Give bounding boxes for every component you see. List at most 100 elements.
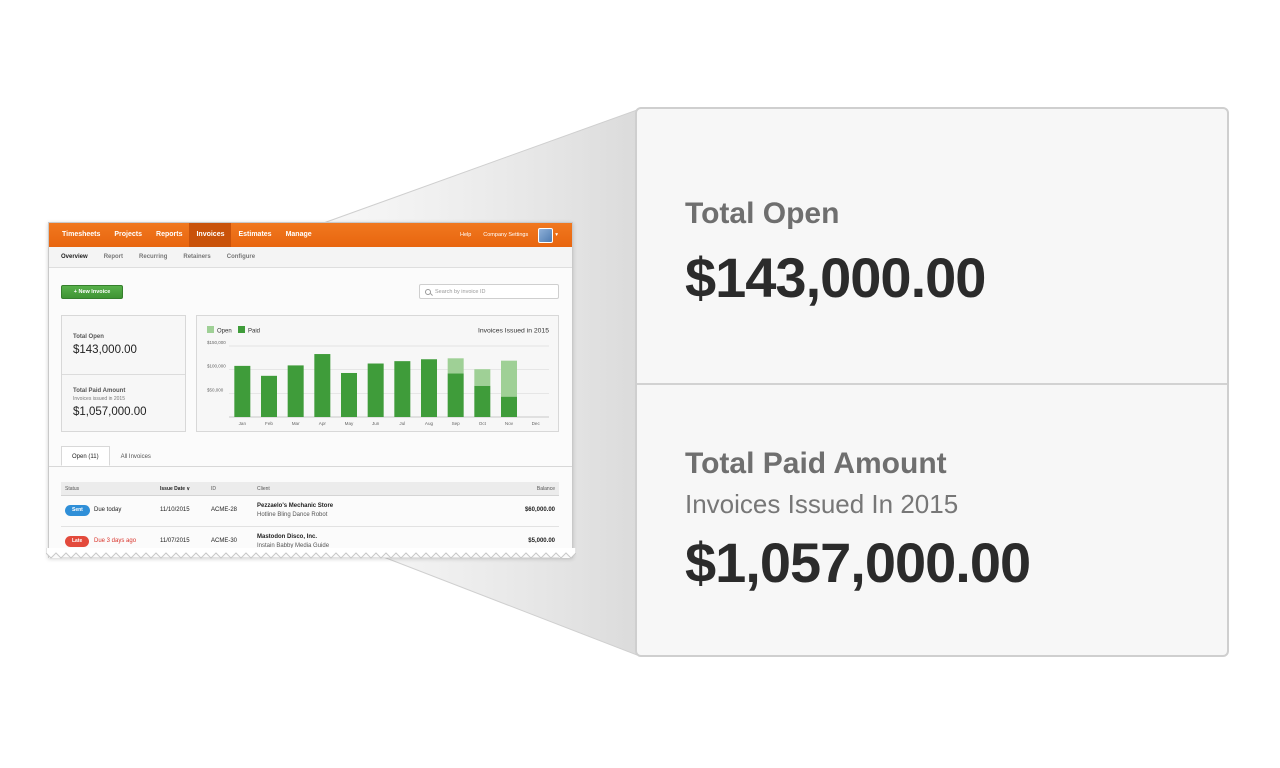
balance: $5,000.00 xyxy=(528,538,555,544)
tabs-divider xyxy=(49,466,572,467)
search-icon xyxy=(425,288,431,295)
torn-edge xyxy=(46,548,576,559)
top-nav-right: Help Company Settings ▾ xyxy=(448,223,558,247)
x-tick-label: Jan xyxy=(239,421,247,426)
bar-paid-feb xyxy=(261,375,277,417)
invoice-id: ACME-30 xyxy=(211,538,238,544)
y-tick-label: $150,000 xyxy=(207,340,226,345)
avatar[interactable] xyxy=(538,227,554,243)
subnav-overview[interactable]: Overview xyxy=(61,254,88,260)
col-issue-date[interactable]: Issue Date ∨ xyxy=(160,486,191,492)
x-tick-label: Apr xyxy=(319,421,327,426)
bar-paid-oct xyxy=(474,385,491,417)
subnav-retainers[interactable]: Retainers xyxy=(183,254,211,260)
invoices-bar-chart: Open Paid Invoices Issued in 2015 $50,000 $1… xyxy=(207,326,549,426)
bar-open-nov xyxy=(501,360,517,397)
total-open-label: Total Open xyxy=(73,334,104,340)
invoice-search-box[interactable] xyxy=(419,284,559,299)
balance: $60,000.00 xyxy=(524,507,555,513)
col-id[interactable]: ID xyxy=(211,486,216,492)
zoom-total-open-value: $143,000.00 xyxy=(685,246,986,309)
x-tick-label: May xyxy=(345,421,354,426)
legend-label-paid: Paid xyxy=(248,329,260,335)
search-input[interactable] xyxy=(435,288,555,295)
bar-paid-sep xyxy=(447,373,464,417)
invoice-tabs: Open (11) All Invoices xyxy=(61,446,162,466)
total-open-value: $143,000.00 xyxy=(73,344,137,356)
app-window-thumbnail: Timesheets Projects Reports Invoices Est… xyxy=(48,222,573,558)
status-badge: Sent xyxy=(65,505,90,516)
col-balance[interactable]: Balance xyxy=(536,486,555,492)
bar-open-sep xyxy=(447,358,464,374)
bar-paid-apr xyxy=(314,354,331,417)
col-status[interactable]: Status xyxy=(65,486,80,492)
issue-date: 11/10/2015 xyxy=(160,507,190,513)
due-text: Due 3 days ago xyxy=(94,538,137,544)
x-tick-label: Aug xyxy=(425,421,434,426)
totals-card: Total Open $143,000.00 Total Paid Amount… xyxy=(61,315,186,432)
x-tick-label: Sep xyxy=(452,421,461,426)
x-tick-label: Jun xyxy=(372,421,380,426)
total-paid-sub: Invoices issued in 2015 xyxy=(73,396,125,402)
subnav-recurring[interactable]: Recurring xyxy=(139,254,168,260)
x-tick-label: Nov xyxy=(505,421,514,426)
nav-manage[interactable]: Manage xyxy=(285,231,312,238)
nav-estimates[interactable]: Estimates xyxy=(238,231,272,238)
bar-paid-jul xyxy=(394,361,411,417)
zoom-total-paid-value: $1,057,000.00 xyxy=(685,531,1031,594)
top-navigation: Timesheets Projects Reports Invoices Est… xyxy=(49,223,572,247)
legend-swatch-open xyxy=(207,326,214,333)
y-tick-label: $100,000 xyxy=(207,364,226,369)
project-name: Instain Babby Media Guide xyxy=(257,543,330,549)
nav-projects[interactable]: Projects xyxy=(114,231,143,238)
legend-swatch-paid xyxy=(238,326,245,333)
status-badge: Late xyxy=(65,536,90,547)
x-tick-label: Mar xyxy=(292,421,300,426)
legend-label-open: Open xyxy=(217,329,232,335)
x-tick-label: Feb xyxy=(265,421,273,426)
subnav-configure[interactable]: Configure xyxy=(226,254,256,260)
sub-navigation: Overview Report Recurring Retainers Conf… xyxy=(49,247,572,268)
bar-paid-mar xyxy=(287,365,304,417)
zoom-panel: Total Open $143,000.00 Total Paid Amount… xyxy=(635,107,1229,657)
due-text: Due today xyxy=(94,507,122,513)
chevron-down-icon[interactable]: ▾ xyxy=(555,232,558,238)
col-client[interactable]: Client xyxy=(257,486,270,492)
tab-all-invoices[interactable]: All Invoices xyxy=(120,454,151,460)
total-paid-label: Total Paid Amount xyxy=(73,388,126,394)
y-tick-label: $50,000 xyxy=(207,387,224,392)
help-link[interactable]: Help xyxy=(459,232,472,238)
client-name: Pezzaelo's Mechanic Store xyxy=(257,503,334,509)
invoice-toolbar: + New Invoice xyxy=(49,268,572,314)
nav-reports[interactable]: Reports xyxy=(156,231,183,238)
table-header: Status Issue Date ∨ ID Client Balance xyxy=(61,482,559,496)
bar-paid-nov xyxy=(501,396,517,417)
tab-open[interactable]: Open (11) xyxy=(61,446,110,466)
bar-paid-jun xyxy=(367,363,384,417)
invoices-chart-card: Open Paid Invoices Issued in 2015 $50,000 $1… xyxy=(196,315,559,432)
x-tick-label: Oct xyxy=(479,421,487,426)
chart-title: Invoices Issued in 2015 xyxy=(478,328,549,335)
card-divider xyxy=(62,374,185,375)
nav-invoices[interactable]: Invoices xyxy=(189,223,232,247)
zoom-divider xyxy=(637,383,1227,385)
company-settings-link[interactable]: Company Settings xyxy=(483,232,529,238)
bar-paid-jan xyxy=(234,365,251,417)
zoom-total-open-label: Total Open xyxy=(685,197,840,230)
x-tick-label: Dec xyxy=(532,421,541,426)
zoom-total-paid-label: Total Paid Amount xyxy=(685,447,947,480)
invoice-table: Status Issue Date ∨ ID Client Balance Se… xyxy=(61,482,559,558)
table-row[interactable]: Sent Due today 11/10/2015 ACME-28 Pezzae… xyxy=(61,496,559,527)
new-invoice-button[interactable]: + New Invoice xyxy=(61,285,123,299)
project-name: Hotline Bling Dance Robot xyxy=(257,512,328,518)
bar-paid-may xyxy=(341,372,357,417)
bar-open-oct xyxy=(474,369,491,386)
client-name: Mastodon Disco, Inc. xyxy=(257,534,318,540)
total-paid-value: $1,057,000.00 xyxy=(73,406,147,418)
zoom-total-paid-sub: Invoices Issued In 2015 xyxy=(685,489,959,519)
issue-date: 11/07/2015 xyxy=(160,538,190,544)
subnav-report[interactable]: Report xyxy=(103,254,124,260)
nav-timesheets[interactable]: Timesheets xyxy=(62,231,101,238)
invoice-id: ACME-28 xyxy=(211,507,238,513)
bar-paid-aug xyxy=(421,359,437,417)
